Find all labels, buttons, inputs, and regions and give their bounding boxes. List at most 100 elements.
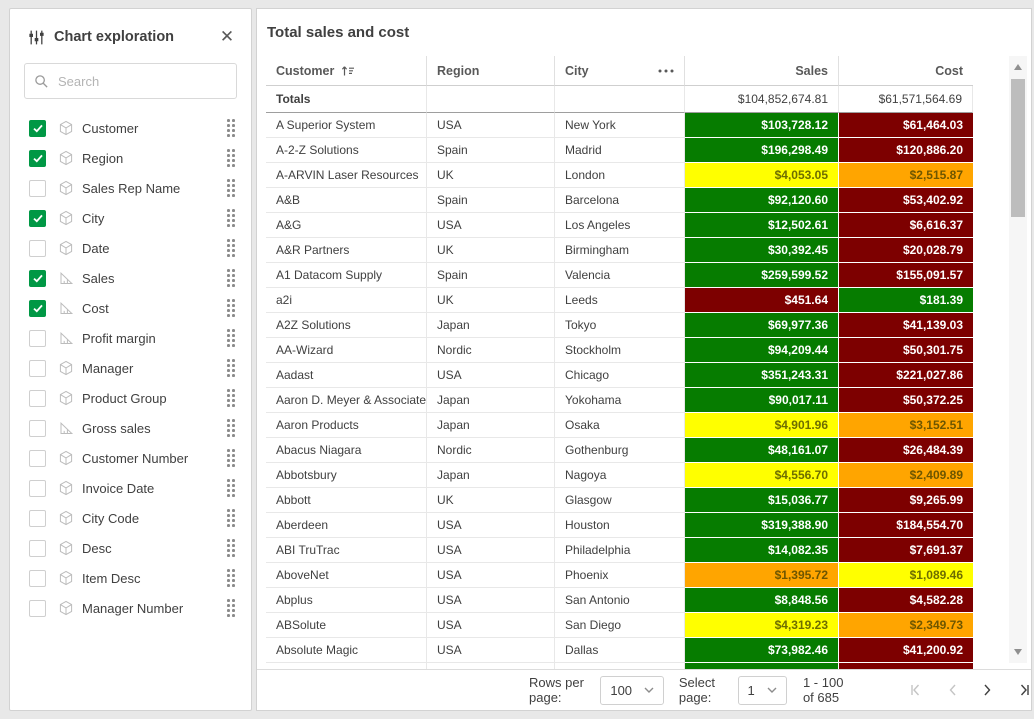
rows-per-page-select[interactable]: 100	[600, 675, 665, 705]
customer-cell[interactable]: Aberdeen	[266, 513, 427, 538]
customer-cell[interactable]: Abbotsbury	[266, 463, 427, 488]
field-item-customer-number[interactable]: Customer Number	[10, 443, 251, 473]
city-cell[interactable]: San Antonio	[555, 588, 685, 613]
customer-cell[interactable]: Absolute Magic	[266, 638, 427, 663]
field-item-city-code[interactable]: City Code	[10, 503, 251, 533]
city-cell[interactable]: Gothenburg	[555, 438, 685, 463]
customer-cell[interactable]: A2Z Solutions	[266, 313, 427, 338]
customer-cell[interactable]: A&R Partners	[266, 238, 427, 263]
drag-handle-icon[interactable]	[227, 269, 235, 287]
region-cell[interactable]: Japan	[427, 413, 555, 438]
field-item-sales[interactable]: Sales	[10, 263, 251, 293]
checkbox[interactable]	[29, 209, 46, 227]
customer-cell[interactable]: Aaron D. Meyer & Associates	[266, 388, 427, 413]
drag-handle-icon[interactable]	[227, 119, 235, 137]
city-cell[interactable]: Barcelona	[555, 188, 685, 213]
drag-handle-icon[interactable]	[227, 329, 235, 347]
customer-cell[interactable]: A1 Datacom Supply	[266, 263, 427, 288]
city-cell[interactable]: New York	[555, 113, 685, 138]
city-cell[interactable]: Dallas	[555, 638, 685, 663]
region-cell[interactable]: Japan	[427, 463, 555, 488]
field-item-cost[interactable]: Cost	[10, 293, 251, 323]
search-input[interactable]	[56, 72, 236, 90]
scroll-down-icon[interactable]	[1014, 649, 1022, 655]
customer-cell[interactable]: Aaron Products	[266, 413, 427, 438]
drag-handle-icon[interactable]	[227, 179, 235, 197]
region-cell[interactable]: UK	[427, 488, 555, 513]
column-header-region[interactable]: Region	[427, 56, 555, 86]
field-item-customer[interactable]: Customer	[10, 113, 251, 143]
drag-handle-icon[interactable]	[227, 209, 235, 227]
checkbox[interactable]	[29, 359, 46, 377]
region-cell[interactable]: UK	[427, 163, 555, 188]
checkbox[interactable]	[29, 479, 46, 497]
customer-cell[interactable]: Aadast	[266, 363, 427, 388]
customer-cell[interactable]: ABSolute	[266, 613, 427, 638]
checkbox[interactable]	[29, 389, 46, 407]
city-cell[interactable]: Leeds	[555, 288, 685, 313]
last-page-button[interactable]	[1018, 684, 1031, 696]
drag-handle-icon[interactable]	[227, 509, 235, 527]
customer-cell[interactable]: Abacus Niagara	[266, 438, 427, 463]
region-cell[interactable]: Japan	[427, 388, 555, 413]
region-cell[interactable]: Nordic	[427, 438, 555, 463]
customer-cell[interactable]: A&B	[266, 188, 427, 213]
checkbox[interactable]	[29, 599, 46, 617]
checkbox[interactable]	[29, 449, 46, 467]
checkbox[interactable]	[29, 539, 46, 557]
city-cell[interactable]: Valencia	[555, 263, 685, 288]
customer-cell[interactable]: A-2-Z Solutions	[266, 138, 427, 163]
region-cell[interactable]: UK	[427, 288, 555, 313]
region-cell[interactable]: USA	[427, 563, 555, 588]
city-cell[interactable]: Houston	[555, 513, 685, 538]
drag-handle-icon[interactable]	[227, 359, 235, 377]
field-item-gross-sales[interactable]: Gross sales	[10, 413, 251, 443]
city-cell[interactable]: Chicago	[555, 363, 685, 388]
region-cell[interactable]: USA	[427, 638, 555, 663]
city-cell[interactable]: Yokohama	[555, 388, 685, 413]
scrollbar-thumb[interactable]	[1011, 79, 1025, 217]
city-cell[interactable]: Nagoya	[555, 463, 685, 488]
checkbox[interactable]	[29, 569, 46, 587]
field-item-product-group[interactable]: Product Group	[10, 383, 251, 413]
region-cell[interactable]: Nordic	[427, 338, 555, 363]
region-cell[interactable]: USA	[427, 538, 555, 563]
drag-handle-icon[interactable]	[227, 149, 235, 167]
city-cell[interactable]: Los Angeles	[555, 213, 685, 238]
city-cell[interactable]: San Diego	[555, 613, 685, 638]
field-item-date[interactable]: Date	[10, 233, 251, 263]
customer-cell[interactable]: ABI TruTrac	[266, 538, 427, 563]
drag-handle-icon[interactable]	[227, 479, 235, 497]
region-cell[interactable]: USA	[427, 113, 555, 138]
region-cell[interactable]: USA	[427, 213, 555, 238]
checkbox[interactable]	[29, 329, 46, 347]
first-page-button[interactable]	[909, 684, 922, 696]
column-header-sales[interactable]: Sales	[685, 56, 839, 86]
checkbox[interactable]	[29, 299, 46, 317]
customer-cell[interactable]: Abplus	[266, 588, 427, 613]
field-item-sales-rep-name[interactable]: Sales Rep Name	[10, 173, 251, 203]
checkbox[interactable]	[29, 509, 46, 527]
checkbox[interactable]	[29, 119, 46, 137]
checkbox[interactable]	[29, 149, 46, 167]
region-cell[interactable]: Spain	[427, 188, 555, 213]
field-item-region[interactable]: Region	[10, 143, 251, 173]
column-header-customer[interactable]: Customer	[266, 56, 427, 86]
city-cell[interactable]: Birmingham	[555, 238, 685, 263]
drag-handle-icon[interactable]	[227, 449, 235, 467]
city-cell[interactable]: Osaka	[555, 413, 685, 438]
field-item-manager[interactable]: Manager	[10, 353, 251, 383]
drag-handle-icon[interactable]	[227, 569, 235, 587]
select-page-select[interactable]: 1	[737, 675, 787, 705]
region-cell[interactable]: Japan	[427, 313, 555, 338]
drag-handle-icon[interactable]	[227, 539, 235, 557]
region-cell[interactable]: UK	[427, 238, 555, 263]
customer-cell[interactable]: AA-Wizard	[266, 338, 427, 363]
field-item-profit-margin[interactable]: Profit margin	[10, 323, 251, 353]
column-header-cost[interactable]: Cost	[839, 56, 973, 86]
checkbox[interactable]	[29, 179, 46, 197]
next-page-button[interactable]	[983, 684, 992, 696]
field-item-manager-number[interactable]: Manager Number	[10, 593, 251, 623]
city-cell[interactable]: London	[555, 163, 685, 188]
region-cell[interactable]: Spain	[427, 263, 555, 288]
